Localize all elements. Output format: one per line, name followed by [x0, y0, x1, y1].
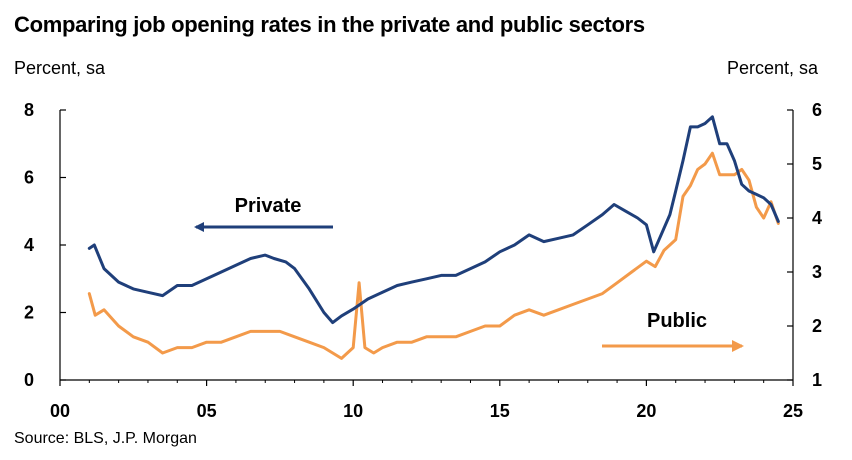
public-label: Public: [647, 310, 707, 332]
left-tick-label: 2: [24, 303, 34, 323]
x-tick-label: 05: [197, 401, 217, 421]
x-tick-label: 25: [783, 401, 803, 421]
x-tick-label: 10: [343, 401, 363, 421]
x-tick-label: 20: [636, 401, 656, 421]
right-tick-label: 2: [812, 316, 822, 336]
source-note: Source: BLS, J.P. Morgan: [14, 430, 197, 447]
right-axis-unit: Percent, sa: [726, 58, 818, 78]
left-tick-label: 6: [24, 168, 34, 188]
chart-title: Comparing job opening rates in the priva…: [14, 12, 645, 37]
series-line-public: [87, 151, 780, 360]
left-tick-label: 0: [24, 370, 34, 390]
right-tick-label: 3: [812, 262, 822, 282]
left-tick-label: 8: [24, 100, 34, 120]
x-tick-label: 15: [490, 401, 510, 421]
series-line-private: [87, 115, 780, 325]
left-tick-label: 4: [24, 235, 34, 255]
private-label: Private: [235, 195, 302, 217]
x-tick-label: 00: [50, 401, 70, 421]
right-tick-label: 5: [812, 154, 822, 174]
right-tick-label: 4: [812, 208, 822, 228]
right-tick-label: 6: [812, 100, 822, 120]
right-tick-label: 1: [812, 370, 822, 390]
left-axis-unit: Percent, sa: [14, 58, 106, 78]
